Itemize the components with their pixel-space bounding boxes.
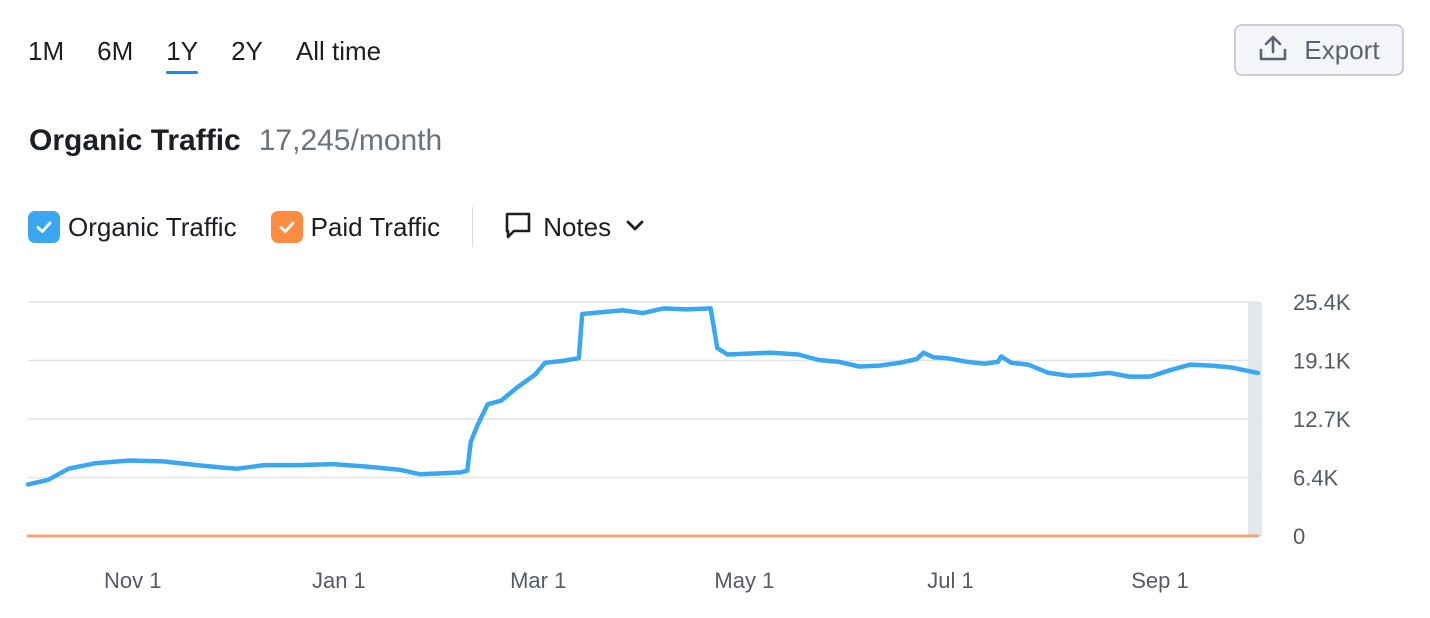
traffic-chart: 0 6.4K 12.7K 19.1K 25.4K Nov 1 Jan 1 Mar 1 May 1… xyxy=(25,290,1351,593)
paid-checkbox[interactable] xyxy=(270,211,303,243)
legend-label-paid: Paid Traffic xyxy=(310,211,441,242)
chart-header: Organic Traffic 17,245/month xyxy=(29,124,442,158)
x-tick-label: May 1 xyxy=(714,568,774,593)
legend-divider xyxy=(472,207,474,247)
range-tab-2y[interactable]: 2Y xyxy=(231,36,263,66)
x-tick-label: Mar 1 xyxy=(510,568,566,593)
traffic-value: 17,245/month xyxy=(258,124,443,157)
y-tick-label: 0 xyxy=(1293,524,1305,549)
y-tick-label: 25.4K xyxy=(1293,290,1351,315)
export-button[interactable]: Export xyxy=(1234,24,1404,76)
range-tab-all-time[interactable]: All time xyxy=(295,36,382,66)
check-icon xyxy=(36,221,52,233)
organic-traffic-line xyxy=(25,306,1261,487)
y-tick-label: 19.1K xyxy=(1293,349,1351,374)
x-tick-label: Sep 1 xyxy=(1131,568,1189,593)
x-tick-label: Jan 1 xyxy=(312,568,366,593)
export-label: Export xyxy=(1304,34,1380,65)
speech-bubble-icon xyxy=(503,210,533,245)
page-title: Organic Traffic xyxy=(29,124,241,157)
chevron-down-icon xyxy=(625,218,645,237)
upload-icon xyxy=(1258,34,1288,67)
x-tick-label: Jul 1 xyxy=(927,568,973,593)
legend-organic-traffic[interactable]: Organic Traffic xyxy=(28,211,237,243)
check-icon xyxy=(279,221,294,233)
legend-label-organic: Organic Traffic xyxy=(68,211,237,242)
notes-label: Notes xyxy=(543,211,612,242)
legend-paid-traffic[interactable]: Paid Traffic xyxy=(270,211,441,243)
organic-checkbox[interactable] xyxy=(28,211,60,243)
chart-legend: Organic Traffic Paid Traffic Notes xyxy=(28,207,645,247)
range-tab-1m[interactable]: 1M xyxy=(28,36,65,66)
x-tick-label: Nov 1 xyxy=(104,568,161,593)
y-tick-label: 6.4K xyxy=(1293,466,1339,491)
range-tab-1y[interactable]: 1Y xyxy=(166,36,199,74)
y-tick-label: 12.7K xyxy=(1293,407,1351,432)
date-range-tabs: 1M 6M 1Y 2Y All time xyxy=(28,34,382,74)
range-tab-6m[interactable]: 6M xyxy=(97,36,134,66)
notes-dropdown[interactable]: Notes xyxy=(503,210,645,245)
